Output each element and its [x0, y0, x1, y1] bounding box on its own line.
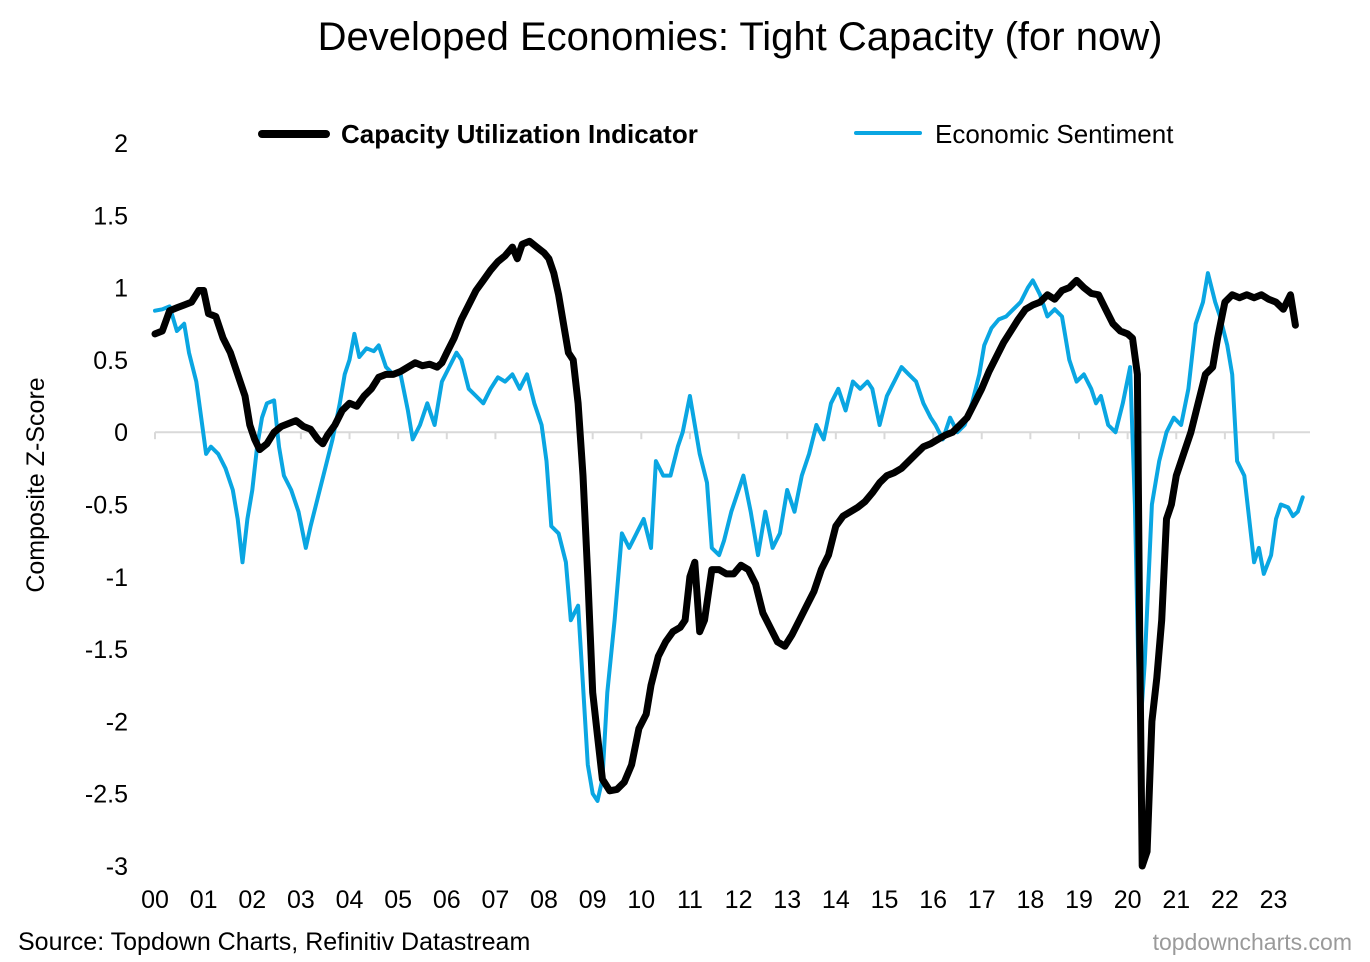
y-tick-label: -1	[106, 564, 128, 592]
y-tick-label: 2	[114, 130, 128, 158]
legend-label-sentiment: Economic Sentiment	[935, 119, 1174, 149]
x-tick-label: 11	[677, 886, 703, 914]
x-tick-label: 20	[1114, 886, 1142, 914]
x-tick-label: 18	[1016, 886, 1044, 914]
y-tick-label: -3	[106, 853, 128, 881]
legend-label-capacity: Capacity Utilization Indicator	[341, 119, 698, 149]
x-tick-label: 04	[336, 886, 364, 914]
x-tick-label: 00	[141, 886, 169, 914]
y-tick-label: -2.5	[85, 781, 128, 809]
series-line-economic-sentiment	[153, 271, 1305, 803]
x-tick-label: 23	[1260, 886, 1288, 914]
x-tick-label: 01	[190, 886, 218, 914]
x-tick-label: 16	[919, 886, 947, 914]
x-axis-ticks: 00 01 02 03 04 05 06 07 08 09 10 11 12 13 14 15 16 17 18 19…	[141, 886, 1287, 914]
y-axis-label: Composite Z-Score	[22, 377, 50, 592]
x-tick-label: 21	[1162, 886, 1190, 914]
watermark: topdowncharts.com	[1153, 929, 1352, 955]
y-tick-label: -1.5	[85, 636, 128, 664]
y-axis-ticks: 2 1.5 1 0.5 0 -0.5 -1 -1.5 -2 -2.5 -3	[85, 130, 128, 881]
series-line-capacity-utilization	[151, 237, 1299, 870]
x-tick-label: 07	[482, 886, 510, 914]
x-tick-label: 09	[579, 886, 607, 914]
x-tick-label: 15	[871, 886, 899, 914]
y-tick-label: -0.5	[85, 492, 128, 520]
y-tick-label: 1.5	[93, 202, 128, 230]
legend: Capacity Utilization Indicator Economic …	[258, 119, 1174, 149]
y-tick-label: 0.5	[93, 347, 128, 375]
x-tick-label: 06	[433, 886, 461, 914]
chart-title: Developed Economies: Tight Capacity (for…	[318, 15, 1163, 59]
x-tick-label: 19	[1065, 886, 1093, 914]
x-tick-label: 14	[822, 886, 850, 914]
y-tick-label: 1	[114, 275, 128, 303]
y-tick-label: -2	[106, 708, 128, 736]
x-tick-label: 03	[287, 886, 315, 914]
x-tick-label: 13	[773, 886, 801, 914]
x-tick-label: 02	[238, 886, 266, 914]
x-tick-label: 12	[725, 886, 753, 914]
series-layer	[151, 237, 1305, 870]
x-tick-label: 08	[530, 886, 558, 914]
source-note: Source: Topdown Charts, Refinitiv Datast…	[18, 928, 530, 956]
x-tick-label: 17	[968, 886, 996, 914]
x-tick-label: 10	[627, 886, 655, 914]
x-tick-label: 05	[384, 886, 412, 914]
y-tick-label: 0	[114, 419, 128, 447]
x-tick-label: 22	[1211, 886, 1239, 914]
